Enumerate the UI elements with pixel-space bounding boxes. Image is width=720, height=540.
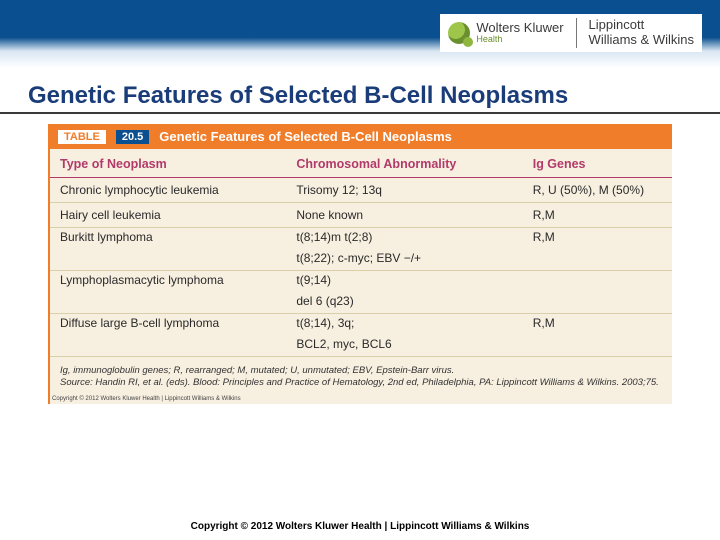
table-row: BCL2, myc, BCL6 (50, 332, 672, 357)
table-cell (523, 332, 672, 357)
table-cell: Lymphoplasmacytic lymphoma (50, 271, 286, 290)
table-header-row: Type of Neoplasm Chromosomal Abnormality… (50, 149, 672, 178)
table-cell: Chronic lymphocytic leukemia (50, 178, 286, 203)
table-row: Lymphoplasmacytic lymphomat(9;14) (50, 271, 672, 290)
header-logos: Wolters Kluwer Health Lippincott William… (440, 14, 702, 52)
slide-title: Genetic Features of Selected B-Cell Neop… (0, 68, 720, 114)
table-cell: BCL2, myc, BCL6 (286, 332, 522, 357)
table-row: Hairy cell leukemiaNone knownR,M (50, 203, 672, 228)
wk-logo-text: Wolters Kluwer Health (476, 21, 563, 44)
table-cell: R,M (523, 314, 672, 333)
table-row: Diffuse large B-cell lymphomat(8;14), 3q… (50, 314, 672, 333)
caption-tag: TABLE (58, 130, 106, 144)
col-header-1: Chromosomal Abnormality (286, 149, 522, 178)
table-cell: t(8;14)m t(2;8) (286, 228, 522, 247)
table-container: TABLE 20.5 Genetic Features of Selected … (48, 124, 672, 404)
table-cell (523, 246, 672, 271)
data-table: Type of Neoplasm Chromosomal Abnormality… (50, 149, 672, 357)
table-cell: R,M (523, 228, 672, 247)
table-tiny-copyright: Copyright © 2012 Wolters Kluwer Health |… (50, 396, 672, 404)
table-cell: t(8;22); c-myc; EBV −/+ (286, 246, 522, 271)
wolters-kluwer-logo: Wolters Kluwer Health (448, 21, 563, 44)
table-footnote: Ig, immunoglobulin genes; R, rearranged;… (50, 357, 672, 396)
wk-name: Wolters Kluwer (476, 21, 563, 35)
table-cell: Diffuse large B-cell lymphoma (50, 314, 286, 333)
table-cell: Hairy cell leukemia (50, 203, 286, 228)
table-row: Burkitt lymphomat(8;14)m t(2;8)R,M (50, 228, 672, 247)
table-row: t(8;22); c-myc; EBV −/+ (50, 246, 672, 271)
footer-copyright: Copyright © 2012 Wolters Kluwer Health |… (0, 521, 720, 532)
lw-line1: Lippincott (589, 18, 694, 33)
table-cell: t(9;14) (286, 271, 522, 290)
table-cell (523, 271, 672, 290)
table-cell: None known (286, 203, 522, 228)
wk-sub: Health (476, 35, 563, 44)
table-cell (50, 289, 286, 314)
header-band: Wolters Kluwer Health Lippincott William… (0, 0, 720, 68)
table-cell (50, 332, 286, 357)
table-cell (523, 289, 672, 314)
caption-text: Genetic Features of Selected B-Cell Neop… (159, 129, 452, 144)
table-cell: del 6 (q23) (286, 289, 522, 314)
lippincott-logo: Lippincott Williams & Wilkins (576, 18, 694, 48)
lw-line2: Williams & Wilkins (589, 33, 694, 48)
table-cell (50, 246, 286, 271)
table-row: del 6 (q23) (50, 289, 672, 314)
table-cell: t(8;14), 3q; (286, 314, 522, 333)
table-cell: Trisomy 12; 13q (286, 178, 522, 203)
table-cell: R,M (523, 203, 672, 228)
table-cell: Burkitt lymphoma (50, 228, 286, 247)
col-header-0: Type of Neoplasm (50, 149, 286, 178)
table-row: Chronic lymphocytic leukemiaTrisomy 12; … (50, 178, 672, 203)
table-caption: TABLE 20.5 Genetic Features of Selected … (50, 124, 672, 149)
table-cell: R, U (50%), M (50%) (523, 178, 672, 203)
col-header-2: Ig Genes (523, 149, 672, 178)
caption-num: 20.5 (116, 130, 149, 144)
wk-logo-icon (448, 22, 470, 44)
